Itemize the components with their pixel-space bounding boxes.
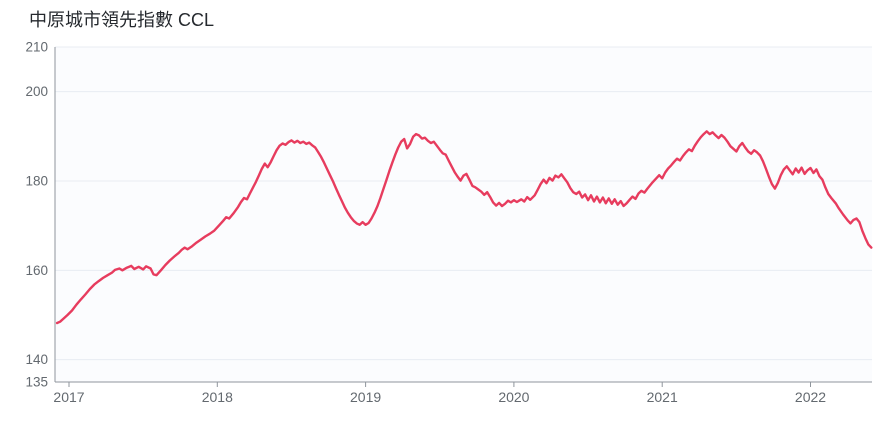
y-axis-label: 210 — [25, 40, 48, 55]
x-axis-label: 2018 — [202, 389, 233, 405]
x-axis-label: 2019 — [350, 389, 381, 405]
y-axis-label: 140 — [25, 352, 48, 367]
y-axis-label: 200 — [25, 84, 48, 99]
x-axis-label: 2020 — [498, 389, 529, 405]
y-axis-label: 160 — [25, 263, 48, 278]
chart-title: 中原城市領先指數 CCL — [29, 10, 215, 30]
y-axis-label: 180 — [25, 174, 48, 189]
x-axis-label: 2022 — [795, 389, 826, 405]
y-axis-label: 135 — [25, 375, 48, 390]
x-axis-label: 2017 — [53, 389, 84, 405]
ccl-series-line — [55, 130, 873, 325]
x-axis-label: 2021 — [647, 389, 678, 405]
plot-background — [55, 47, 872, 382]
